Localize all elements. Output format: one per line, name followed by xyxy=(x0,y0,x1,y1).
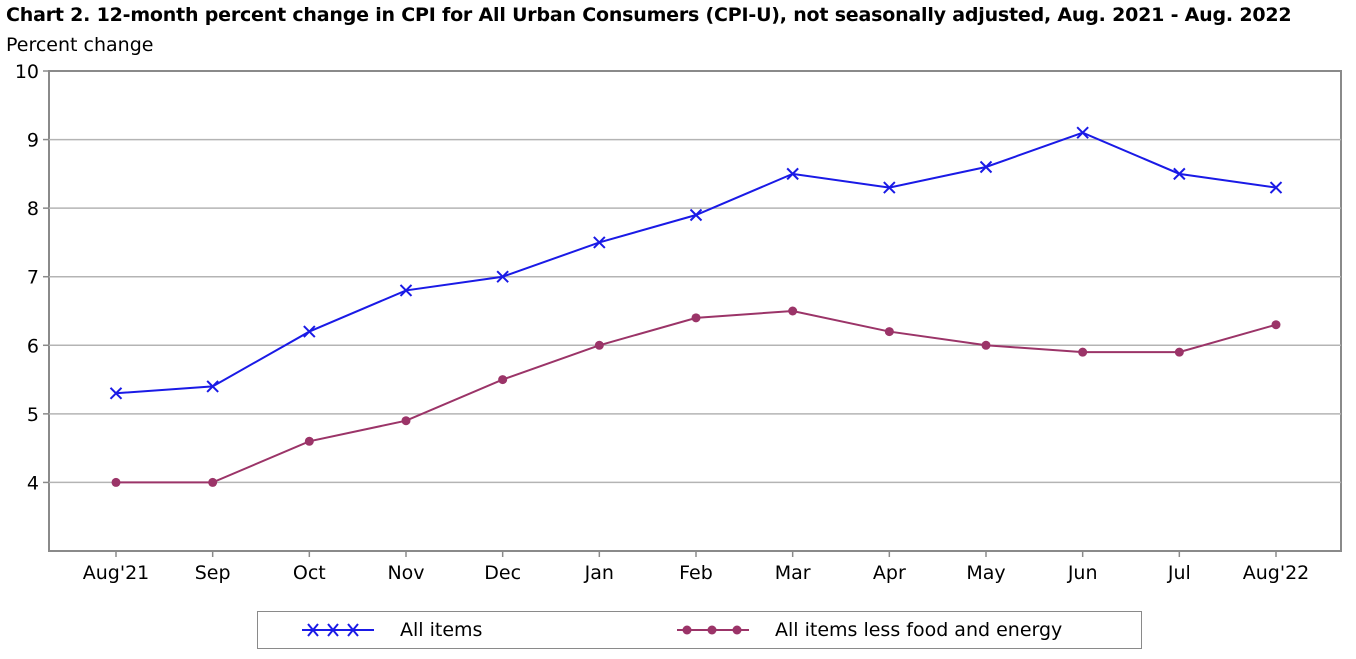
legend-swatch-x-marker xyxy=(302,623,374,637)
y-tick-label: 5 xyxy=(27,404,39,426)
data-point-x-marker xyxy=(883,181,896,194)
data-point-x-marker xyxy=(689,208,703,222)
legend-label-core: All items less food and energy xyxy=(775,619,1063,641)
legend-item-core: All items less food and energy xyxy=(673,612,1062,648)
y-axis-label: Percent change xyxy=(6,34,154,56)
data-point-x-marker xyxy=(303,325,316,338)
y-tick-label: 6 xyxy=(27,335,39,357)
data-point-x-marker xyxy=(979,160,993,174)
data-point-x-marker xyxy=(786,167,799,181)
x-tick-label: May xyxy=(966,562,1005,584)
data-point-circle-marker xyxy=(884,327,894,337)
data-point-x-marker xyxy=(1076,126,1089,139)
data-point-x-marker xyxy=(1173,167,1186,181)
data-point-x-marker xyxy=(206,380,219,393)
data-point-circle-marker xyxy=(208,477,218,487)
x-tick-label: Sep xyxy=(195,562,231,584)
data-point-x-marker xyxy=(109,387,123,400)
x-tick-label: Jan xyxy=(584,562,614,584)
data-point-circle-marker xyxy=(1271,320,1281,330)
y-tick-label: 7 xyxy=(27,267,39,289)
x-tick-label: Feb xyxy=(679,562,713,584)
data-point-circle-marker xyxy=(304,436,314,446)
data-point-circle-marker xyxy=(788,306,798,316)
legend-swatch-circle-marker xyxy=(677,625,749,635)
data-point-circle-marker xyxy=(498,375,508,385)
line-chart: 10 9 8 7 6 5 4 Aug'21 Sep Oct Nov Dec Jan Feb Mar Apr Ma… xyxy=(15,61,1342,584)
data-point-x-marker xyxy=(399,284,413,297)
y-tick-label: 8 xyxy=(27,198,39,220)
data-point-x-marker xyxy=(593,236,606,249)
plot-area xyxy=(48,70,1342,552)
data-point-circle-marker xyxy=(691,313,701,323)
data-point-x-marker xyxy=(1269,181,1283,194)
data-point-circle-marker xyxy=(401,416,411,426)
y-tick-label: 10 xyxy=(15,61,39,83)
x-tick-label: Oct xyxy=(293,562,326,584)
x-tick-label: Aug'21 xyxy=(83,562,150,584)
x-tick-label: Dec xyxy=(484,562,521,584)
data-point-circle-marker xyxy=(111,477,121,487)
data-point-circle-marker xyxy=(1174,347,1184,357)
data-point-x-marker xyxy=(496,270,509,283)
legend: All items All items less food and energy xyxy=(257,611,1142,649)
x-tick-label: Apr xyxy=(873,562,906,584)
data-point-circle-marker xyxy=(1078,347,1088,357)
x-tick-label: Jul xyxy=(1167,562,1191,584)
x-tick-label: Aug'22 xyxy=(1243,562,1310,584)
x-tick-label: Mar xyxy=(775,562,811,584)
x-tick-label: Jun xyxy=(1067,562,1098,584)
data-point-circle-marker xyxy=(981,340,991,350)
legend-label-all-items: All items xyxy=(400,619,483,641)
data-point-circle-marker xyxy=(594,340,604,350)
y-tick-label: 9 xyxy=(27,130,39,152)
y-tick-label: 4 xyxy=(27,472,39,494)
chart-title: Chart 2. 12-month percent change in CPI … xyxy=(6,4,1292,26)
x-tick-label: Nov xyxy=(387,562,424,584)
legend-item-all-items: All items xyxy=(298,612,482,648)
